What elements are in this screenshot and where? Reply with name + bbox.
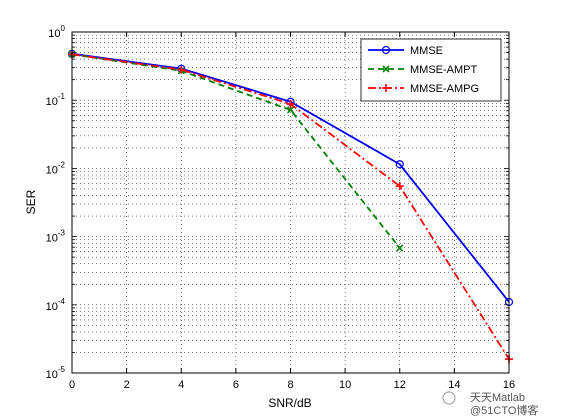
data-point-mmse-ampg bbox=[395, 182, 404, 191]
watermark-icon bbox=[442, 391, 456, 405]
data-point-mmse-ampt bbox=[396, 244, 404, 252]
x-tick-label: 14 bbox=[448, 379, 460, 391]
legend-marker-mmse-ampt bbox=[382, 65, 390, 73]
y-tick-label: 10-5 bbox=[46, 365, 66, 381]
data-point-mmse-ampt bbox=[286, 106, 295, 114]
watermark-text: 天天Matlab bbox=[470, 392, 525, 404]
legend-label-mmse-ampt: MMSE-AMPT bbox=[410, 64, 478, 76]
data-point-mmse bbox=[395, 160, 404, 169]
x-tick-label: 4 bbox=[178, 379, 184, 391]
x-tick-label: 6 bbox=[233, 379, 239, 391]
data-point-mmse-ampg bbox=[177, 65, 186, 74]
x-tick-label: 0 bbox=[69, 379, 75, 391]
grid bbox=[72, 32, 509, 373]
y-tick-label: 10-1 bbox=[46, 92, 66, 108]
y-axis-label: SER bbox=[24, 189, 38, 214]
y-tick-label: 10-2 bbox=[46, 160, 66, 176]
legend: MMSE MMSE-AMPT MMSE-AMPG bbox=[360, 38, 502, 102]
ticks: 0 2 4 6 8 10 12 14 16 100 10-1 10-2 10-3 10-4 10-5 bbox=[46, 24, 516, 391]
legend-label-mmse: MMSE bbox=[410, 45, 443, 57]
watermark-sub: @51CTO博客 bbox=[470, 403, 538, 417]
data-point-mmse-ampg bbox=[286, 99, 295, 108]
x-tick-label: 16 bbox=[503, 379, 515, 391]
x-axis-label: SNR/dB bbox=[268, 396, 311, 410]
y-tick-label: 10-3 bbox=[46, 229, 66, 245]
y-tick-label: 10-4 bbox=[46, 297, 66, 313]
x-tick-label: 10 bbox=[339, 379, 351, 391]
x-tick-label: 2 bbox=[124, 379, 130, 391]
y-tick-label: 100 bbox=[48, 24, 65, 40]
watermark: 天天Matlab @51CTO博客 bbox=[442, 391, 538, 417]
x-tick-label: 8 bbox=[287, 379, 293, 391]
legend-label-mmse-ampg: MMSE-AMPG bbox=[410, 83, 479, 95]
legend-marker-mmse bbox=[381, 45, 391, 55]
legend-marker-mmse-ampg bbox=[382, 84, 390, 92]
x-tick-label: 12 bbox=[394, 379, 406, 391]
